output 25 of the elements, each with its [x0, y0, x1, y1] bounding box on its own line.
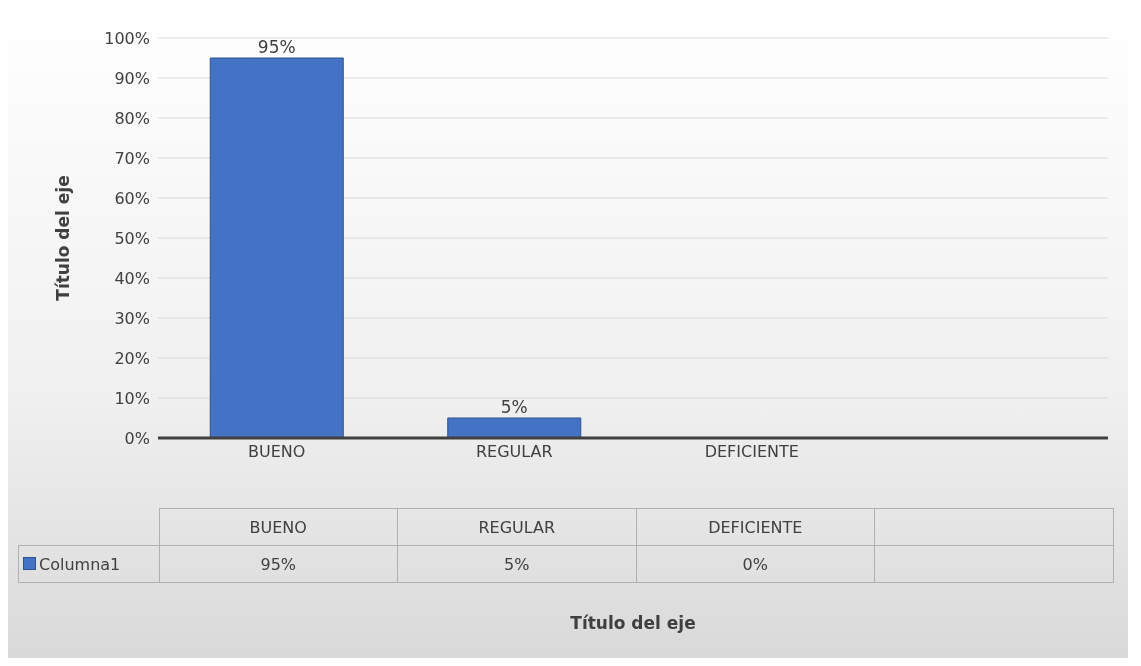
y-tick-label: 20% — [114, 348, 150, 368]
category-label: DEFICIENTE — [708, 517, 803, 537]
x-tick-label: BUENO — [248, 442, 306, 462]
data-label: 0% — [636, 545, 875, 583]
legend-label: Columna1 — [18, 545, 159, 583]
data-label: 95% — [159, 545, 398, 583]
text: Título del eje — [569, 613, 697, 633]
y-tick-label: 0% — [124, 428, 150, 448]
x-tick-label: DEFICIENTE — [704, 442, 799, 462]
text: 95% — [257, 37, 296, 57]
text: 5% — [500, 397, 528, 417]
y-tick-label: 40% — [114, 268, 150, 288]
y-tick-label: 10% — [114, 388, 150, 408]
y-tick-label: 100% — [104, 28, 150, 48]
category-label: BUENO — [249, 517, 307, 537]
y-tick-label: 90% — [114, 68, 150, 88]
y-tick-label: 30% — [114, 308, 150, 328]
category-label: REGULAR — [478, 517, 556, 537]
data-label: 5% — [397, 545, 636, 583]
y-axis-title: Título del eje — [53, 175, 74, 301]
y-tick-label: 50% — [114, 228, 150, 248]
y-tick-label: 60% — [114, 188, 150, 208]
y-tick-label: 70% — [114, 148, 150, 168]
x-tick-label: REGULAR — [475, 442, 553, 462]
y-tick-label: 80% — [114, 108, 150, 128]
